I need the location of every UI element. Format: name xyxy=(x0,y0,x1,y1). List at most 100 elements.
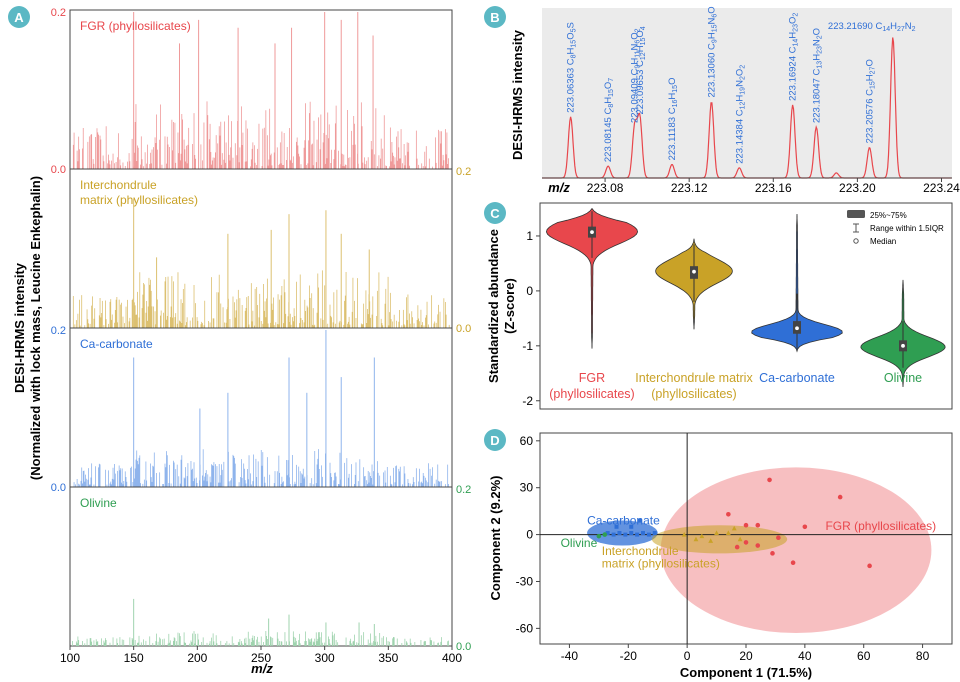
point-2-9 xyxy=(629,524,634,529)
formula-element: N xyxy=(905,21,912,32)
peak-label-10: 223.20576 C15H27O xyxy=(864,59,876,143)
formula-subscript: 23 xyxy=(793,24,800,32)
point-2-3 xyxy=(623,532,628,537)
peak-annotation-4: 223.11183 C16H15O xyxy=(667,78,679,161)
point-0-11 xyxy=(790,560,796,566)
formula-element: O xyxy=(667,78,678,85)
d-group-label-1: Ca-carbonate xyxy=(587,513,660,527)
ytick-top-3: 0.2 xyxy=(456,484,471,496)
formula-element: C xyxy=(875,21,882,32)
panel-a-ylabel-line2: (Normalized with lock mass, Leucine Enke… xyxy=(28,176,43,480)
point-2-6 xyxy=(641,531,645,536)
formula-subscript: 9 xyxy=(635,65,642,69)
panel-a-xlabel: m/z xyxy=(251,661,273,676)
peak-mass: 223.06363 xyxy=(566,65,577,113)
formula-element: N xyxy=(734,80,745,87)
formula-element: H xyxy=(734,95,745,102)
formula-subscript: 2 xyxy=(739,76,746,80)
series-label-0: FGR (phyllosilicates) xyxy=(80,19,191,33)
peak-label-1: 223.08145 C8H15O7 xyxy=(603,78,615,162)
point-0-7 xyxy=(743,540,749,545)
panel-b-label: B xyxy=(490,10,499,25)
spectrum-0: FGR (phyllosilicates) 0.2 0.0 xyxy=(51,7,449,176)
d-xtick-label-6: 80 xyxy=(916,649,930,663)
formula-element: O xyxy=(603,82,614,89)
formula-subscript: 8 xyxy=(608,104,615,108)
formula-subscript: 15 xyxy=(869,81,876,89)
formula-element: S xyxy=(566,22,577,28)
formula-element: H xyxy=(864,74,875,81)
peak-label-8: 223.18047 C13H23N2O xyxy=(811,28,823,123)
formula-subscript: 9 xyxy=(711,39,718,43)
peak-annotation-11: 223.21690 C14H27N2 xyxy=(828,21,916,33)
formula-element: H xyxy=(667,93,678,100)
formula-element: H xyxy=(706,32,717,39)
d-xtick-label-4: 40 xyxy=(798,649,812,663)
ytick-bottom-0: 0.0 xyxy=(51,164,66,176)
d-plot-area xyxy=(540,433,952,644)
formula-subscript: 14 xyxy=(882,26,890,33)
ytick-top-0: 0.2 xyxy=(51,7,66,19)
panel-d-badge xyxy=(484,429,506,451)
xtick-label-5: 350 xyxy=(378,651,398,665)
xtick-label-6: 400 xyxy=(442,651,462,665)
panel-c-ylabel-line1: Standardized abundance xyxy=(486,229,501,383)
point-2-7 xyxy=(646,532,651,537)
point-1-4 xyxy=(737,536,743,542)
panel-b-xlabel: m/z xyxy=(548,180,570,195)
spectrum-noise-peaks-2 xyxy=(73,449,449,487)
violin-label-1-line1: Interchondrule matrix xyxy=(635,371,753,385)
point-1-7 xyxy=(708,538,714,543)
formula-subscript: 27 xyxy=(869,66,876,74)
peak-annotation-3: 223.09653 C12H15O4 xyxy=(635,26,647,114)
violin-legend: 25%~75% Range within 1.5IQR Median xyxy=(847,210,944,246)
legend-box-text: 25%~75% xyxy=(870,211,907,220)
formula-subscript: 2 xyxy=(816,35,823,39)
formula-element: C xyxy=(566,58,577,65)
peak-mass: 223.14384 xyxy=(734,116,745,164)
peak-label-5: 223.13060 C9H15N6O xyxy=(706,6,718,97)
legend-median-icon xyxy=(853,238,859,244)
peak-mass: 223.08145 xyxy=(603,115,614,163)
formula-subscript: 2 xyxy=(793,13,800,17)
formula-subscript: 19 xyxy=(739,87,746,95)
ytick-bottom-1: 0.0 xyxy=(456,323,471,335)
confidence-ellipse-2 xyxy=(651,525,788,554)
spectrum-noise-peaks-1 xyxy=(72,270,450,328)
b-xtick-label-0: 223.08 xyxy=(587,181,624,195)
xtick-label-2: 200 xyxy=(187,651,207,665)
formula-subscript: 11 xyxy=(635,50,642,57)
formula-subscript: 7 xyxy=(608,78,615,82)
legend-box-icon xyxy=(847,210,865,218)
xtick-label-1: 150 xyxy=(124,651,144,665)
formula-element: H xyxy=(890,21,897,32)
formula-subscript: 2 xyxy=(739,65,746,69)
point-0-12 xyxy=(867,563,872,569)
b-xtick-label-1: 223.12 xyxy=(671,181,708,195)
peak-mass: 223.18047 xyxy=(811,75,822,123)
peak-label-11: 223.21690 C14H27N2 xyxy=(828,21,916,33)
formula-subscript: 15 xyxy=(672,85,679,93)
xtick-label-4: 300 xyxy=(315,651,335,665)
formula-element: C xyxy=(811,68,822,75)
formula-subscript: 15 xyxy=(640,38,647,46)
panel-c-ylabel-line2: (Z-score) xyxy=(502,278,517,334)
peak-mass: 223.16924 xyxy=(788,53,799,101)
formula-subscript: 15 xyxy=(571,40,578,48)
violin-0: FGR (phyllosilicates) xyxy=(545,207,639,401)
point-2-4 xyxy=(629,531,634,536)
d-ytick-label-3: 30 xyxy=(520,481,534,495)
point-0-0 xyxy=(767,477,772,483)
ytick-bottom-3: 0.0 xyxy=(456,641,471,653)
peak-annotation-1: 223.08145 C8H15O7 xyxy=(603,78,615,162)
panel-a-label: A xyxy=(14,10,24,25)
ytick-top-1: 0.2 xyxy=(456,166,471,178)
peak-mass: 223.09653 xyxy=(635,67,646,115)
point-2-10 xyxy=(614,524,619,529)
peak-annotation-8: 223.18047 C13H23N2O xyxy=(811,28,823,123)
formula-element: O xyxy=(706,6,717,13)
formula-element: H xyxy=(788,32,799,39)
formula-subscript: 23 xyxy=(816,46,823,54)
formula-subscript: 12 xyxy=(640,52,647,60)
